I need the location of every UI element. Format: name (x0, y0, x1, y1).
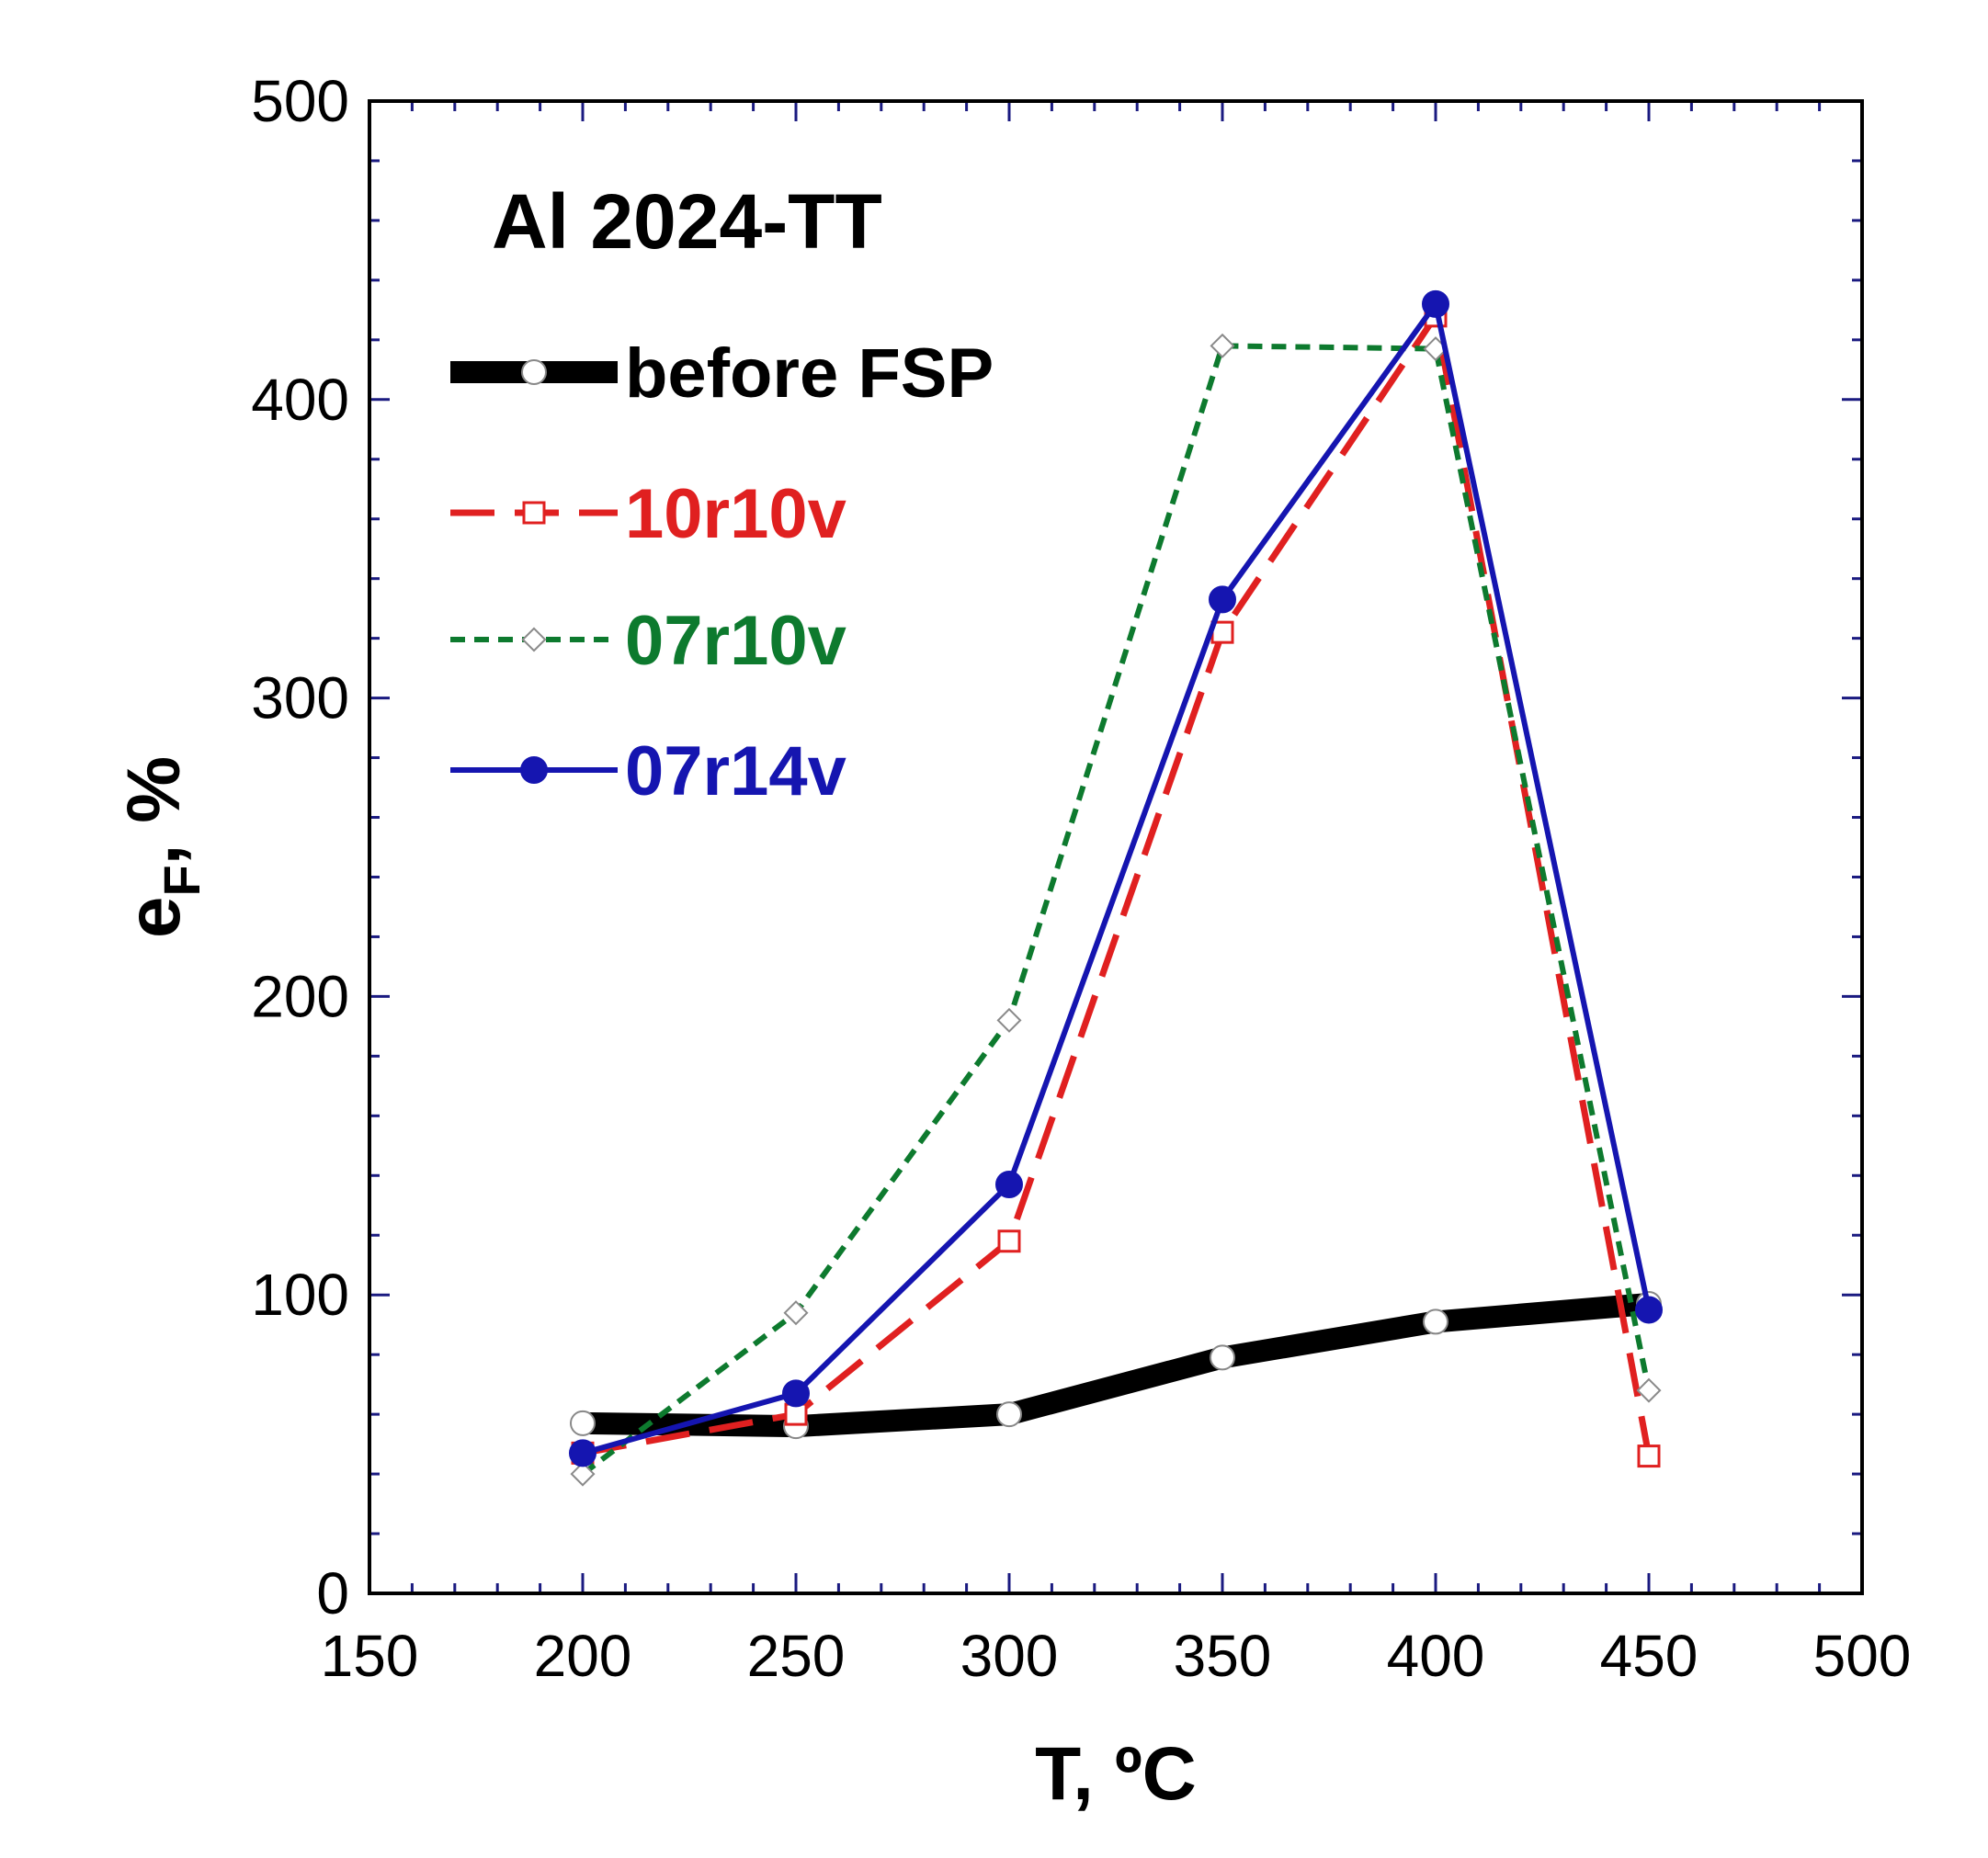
chart-title: Al 2024-TT (492, 178, 882, 265)
legend-item: 07r14v (450, 732, 846, 810)
y-tick-label: 300 (251, 665, 349, 731)
series-line (582, 300, 1652, 1456)
series-07r14v (569, 289, 1663, 1467)
data-point (570, 1410, 596, 1436)
y-axis-title-text: eF, % (112, 756, 210, 938)
series-07r10v (570, 333, 1662, 1487)
y-tick-label: 200 (251, 963, 349, 1029)
data-point (784, 1402, 808, 1426)
x-tick-label: 300 (960, 1623, 1059, 1689)
legend-label: 07r14v (625, 732, 846, 810)
y-axis-title-main: e (112, 897, 196, 939)
legend-item: 07r10v (450, 602, 846, 680)
y-tick-label: 100 (251, 1262, 349, 1328)
series-line (572, 1292, 1660, 1438)
data-point (782, 1379, 810, 1408)
legend-marker (520, 756, 548, 784)
x-tick-label: 400 (1387, 1623, 1485, 1689)
legend-label: before FSP (625, 334, 994, 413)
data-point (569, 1439, 596, 1467)
data-point (1637, 1444, 1661, 1468)
legend-item: before FSP (450, 334, 994, 413)
y-tick-label: 400 (251, 367, 349, 433)
data-point (995, 1171, 1023, 1199)
x-tick-label: 150 (321, 1623, 419, 1689)
x-axis-title: T, ºC (1035, 1732, 1197, 1816)
x-tick-label: 200 (534, 1623, 632, 1689)
data-point (1422, 289, 1449, 318)
data-point (996, 1401, 1022, 1428)
data-point (1423, 1309, 1448, 1335)
data-point (1210, 1344, 1235, 1371)
y-tick-label: 500 (251, 68, 349, 134)
legend-marker (521, 359, 547, 385)
series-line (582, 312, 1653, 1457)
data-point (996, 1007, 1022, 1033)
data-point (1210, 333, 1235, 358)
legend-marker (521, 627, 547, 652)
y-axis-title: eF, % (112, 756, 210, 938)
series-layer (569, 289, 1663, 1487)
legend-marker (522, 501, 546, 525)
x-tick-label: 450 (1600, 1623, 1698, 1689)
x-tick-label: 250 (747, 1623, 846, 1689)
legend-item: 10r10v (450, 475, 846, 553)
x-tick-label: 500 (1813, 1623, 1912, 1689)
data-point (1209, 585, 1236, 614)
x-tick-label: 350 (1174, 1623, 1272, 1689)
legend-label: 10r10v (625, 475, 846, 553)
y-tick-label: 0 (316, 1560, 349, 1626)
plot-frame (368, 99, 1864, 1595)
data-point (997, 1229, 1021, 1253)
data-point (570, 1461, 596, 1487)
series-line (581, 343, 1652, 1477)
y-axis-title-subscript: F (153, 865, 210, 896)
data-point (1635, 1296, 1663, 1324)
tick-labels: 150 200 250 300 350 400 450 500 0 100 200 300 400 500 (251, 68, 1911, 1689)
legend: before FSP 10r10v 07r10v 07r14v (450, 334, 994, 810)
y-axis-title-suffix: , % (112, 756, 196, 865)
data-point (1636, 1377, 1662, 1403)
data-point (783, 1300, 809, 1326)
legend-label: 07r10v (625, 602, 846, 680)
